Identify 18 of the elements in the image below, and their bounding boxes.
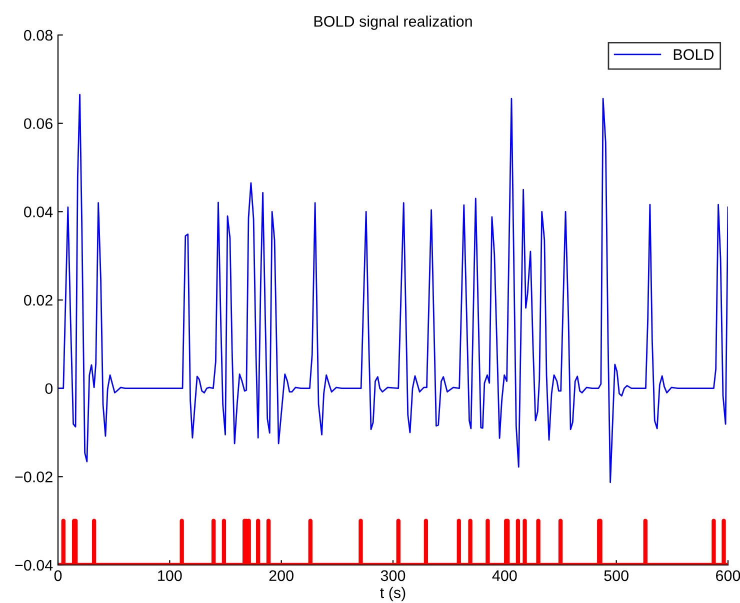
- legend-label: BOLD: [674, 49, 714, 60]
- y-tick-label: 0.06: [24, 118, 52, 130]
- chart-title: BOLD signal realization: [314, 16, 472, 30]
- x-tick-label: 400: [492, 570, 517, 582]
- x-tick-label: 200: [269, 570, 294, 582]
- x-tick-label: 0: [54, 570, 62, 582]
- line-series: [58, 94, 728, 484]
- x-tick-label: 500: [604, 570, 628, 582]
- y-tick-label: 0.08: [24, 30, 52, 41]
- y-tick-label: −0.04: [15, 560, 53, 571]
- y-tick-label: −0.02: [15, 472, 52, 482]
- x-tick-label: 100: [158, 570, 182, 582]
- y-tick-label: 0.04: [24, 206, 53, 218]
- y-tick-label: 0: [45, 383, 53, 394]
- x-axis-title: t (s): [380, 586, 406, 602]
- y-tick-label: 0.02: [24, 294, 52, 306]
- x-tick-label: 600: [716, 570, 740, 582]
- x-tick-label: 300: [380, 570, 406, 582]
